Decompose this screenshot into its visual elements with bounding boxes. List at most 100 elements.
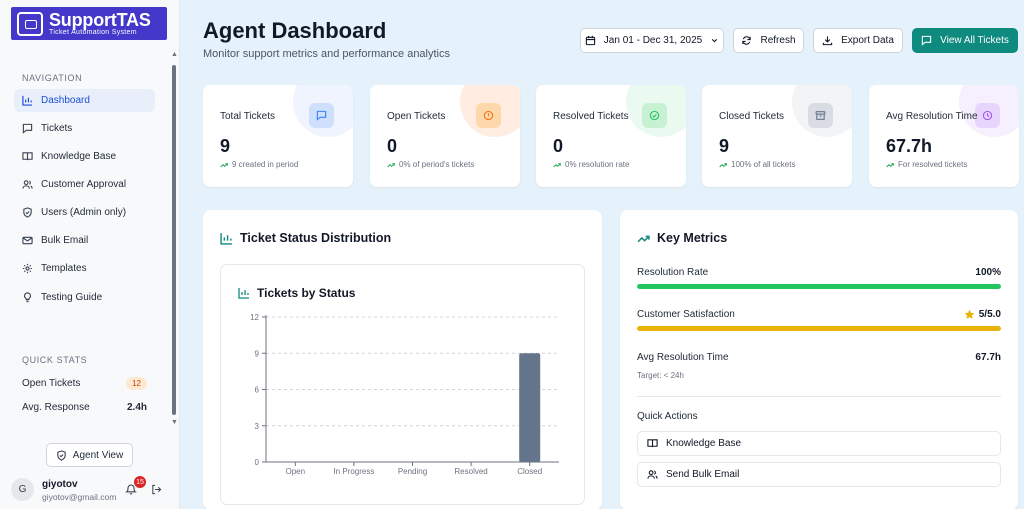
trending-up-icon xyxy=(886,162,894,167)
page-title: Agent Dashboard xyxy=(203,18,387,43)
star-icon xyxy=(964,309,975,319)
satisfaction-bar xyxy=(637,326,1001,331)
sidebar-item-label: Customer Approval xyxy=(41,179,127,190)
scroll-thumb[interactable] xyxy=(172,65,176,415)
resolution-rate-fill xyxy=(637,284,1001,289)
stat-value: 0 xyxy=(387,136,398,156)
bar-chart-icon xyxy=(238,288,249,299)
sidebar-item-label: Testing Guide xyxy=(41,292,103,303)
export-data-button[interactable]: Export Data xyxy=(813,28,903,53)
sidebar-item-dashboard[interactable]: Dashboard xyxy=(14,89,155,112)
ticket-status-panel: Ticket Status Distribution Tickets by St… xyxy=(203,210,602,509)
card-icon-box xyxy=(476,103,501,128)
quick-stat-label: Open Tickets xyxy=(22,378,81,389)
bar-closed xyxy=(519,353,541,462)
y-tick-label: 0 xyxy=(255,458,260,467)
stat-subtext-label: 0% of period's tickets xyxy=(399,160,475,169)
date-range-picker[interactable]: Jan 01 - Dec 31, 2025 xyxy=(580,28,724,53)
sidebar-item-customer-approval[interactable]: Customer Approval xyxy=(14,173,155,196)
lightbulb-icon xyxy=(24,292,31,303)
quick-action-knowledge-base[interactable]: Knowledge Base xyxy=(637,431,1001,456)
shield-icon xyxy=(23,207,32,218)
stat-label: Total Tickets xyxy=(220,111,276,122)
sidebar-item-tickets[interactable]: Tickets xyxy=(14,117,155,140)
satisfaction-fill xyxy=(637,326,1001,331)
gear-icon xyxy=(22,263,33,274)
scroll-up-icon[interactable]: ▲ xyxy=(171,51,178,58)
resolution-rate-label: Resolution Rate xyxy=(637,267,709,278)
chart-title: Tickets by Status xyxy=(238,286,355,300)
stat-card-total-tickets[interactable]: Total Tickets 9 9 created in period xyxy=(203,85,353,187)
sidebar-scrollbar[interactable]: ▲ ▼ xyxy=(171,51,178,430)
stat-card-open-tickets[interactable]: Open Tickets 0 0% of period's tickets xyxy=(370,85,520,187)
x-tick-label: Closed xyxy=(517,467,542,476)
stat-label: Avg Resolution Time xyxy=(886,111,978,122)
stat-card-closed-tickets[interactable]: Closed Tickets 9 100% of all tickets xyxy=(702,85,852,187)
sidebar-item-users[interactable]: Users (Admin only) xyxy=(14,201,155,224)
logout-icon[interactable] xyxy=(151,484,162,495)
stat-subtext: 9 created in period xyxy=(220,160,298,169)
stat-subtext: 100% of all tickets xyxy=(719,160,795,169)
sidebar-item-testing-guide[interactable]: Testing Guide xyxy=(14,286,155,309)
stat-label: Closed Tickets xyxy=(719,111,785,122)
card-icon-box xyxy=(975,103,1000,128)
sidebar-item-templates[interactable]: Templates xyxy=(14,257,155,280)
quick-action-label: Knowledge Base xyxy=(666,438,742,449)
scroll-down-icon[interactable]: ▼ xyxy=(171,419,178,426)
panel-title: Key Metrics xyxy=(637,231,727,245)
stat-subtext-label: For resolved tickets xyxy=(898,160,968,169)
stat-subtext-label: 100% of all tickets xyxy=(731,160,796,169)
refresh-icon xyxy=(742,36,752,45)
sidebar-item-label: Templates xyxy=(41,263,87,274)
trending-up-icon xyxy=(387,162,395,167)
sidebar-item-bulk-email[interactable]: Bulk Email xyxy=(14,229,155,252)
bell-icon[interactable] xyxy=(125,483,137,495)
avatar[interactable]: G xyxy=(11,478,34,501)
stat-label: Resolved Tickets xyxy=(553,111,629,122)
view-all-label: View All Tickets xyxy=(940,35,1009,46)
quick-stat-avg-response: Avg. Response 2.4h xyxy=(22,402,147,413)
bar-chart-icon xyxy=(22,95,33,106)
agent-view-button[interactable]: Agent View xyxy=(46,443,133,467)
divider xyxy=(637,396,1001,397)
quick-action-send-bulk-email[interactable]: Send Bulk Email xyxy=(637,462,1001,487)
card-icon-box xyxy=(642,103,667,128)
date-range-value: Jan 01 - Dec 31, 2025 xyxy=(603,35,703,46)
clock-icon xyxy=(982,110,993,121)
agent-view-label: Agent View xyxy=(72,449,124,461)
bar-chart-icon xyxy=(220,232,232,245)
stat-value: 9 xyxy=(719,136,730,156)
sidebar-item-label: Knowledge Base xyxy=(41,151,117,162)
user-email: giyotov@gmail.com xyxy=(42,492,117,502)
stat-subtext: For resolved tickets xyxy=(886,160,967,169)
y-tick-label: 3 xyxy=(255,422,260,431)
avg-resolution-label: Avg Resolution Time xyxy=(637,352,729,363)
satisfaction-value-label: 5/5.0 xyxy=(978,309,1001,320)
logo-icon xyxy=(17,11,43,36)
shield-icon xyxy=(57,449,66,461)
x-tick-label: Open xyxy=(286,467,306,476)
stat-value: 9 xyxy=(220,136,231,156)
page-subtitle: Monitor support metrics and performance … xyxy=(203,48,450,60)
sidebar-item-label: Users (Admin only) xyxy=(41,207,127,218)
quick-actions-heading: Quick Actions xyxy=(637,411,698,422)
stat-card-avg-resolution-time[interactable]: Avg Resolution Time 67.7h For resolved t… xyxy=(869,85,1019,187)
trending-up-icon xyxy=(220,162,228,167)
resolution-rate-value: 100% xyxy=(975,267,1001,278)
quick-stat-open-tickets: Open Tickets 12 xyxy=(22,377,147,390)
brand-logo[interactable]: SupportTAS Ticket Automation System xyxy=(11,7,167,40)
avg-resolution-target: Target: < 24h xyxy=(637,371,684,380)
stat-value: 0 xyxy=(553,136,564,156)
avg-resolution-value: 67.7h xyxy=(975,352,1001,363)
sidebar: SupportTAS Ticket Automation System NAVI… xyxy=(0,0,180,509)
notification-badge: 15 xyxy=(134,476,146,488)
view-all-tickets-button[interactable]: View All Tickets xyxy=(912,28,1018,53)
archive-icon xyxy=(815,111,826,120)
refresh-button[interactable]: Refresh xyxy=(733,28,804,53)
stat-label: Open Tickets xyxy=(387,111,446,122)
book-open-icon xyxy=(22,152,33,161)
sidebar-item-knowledge-base[interactable]: Knowledge Base xyxy=(14,145,155,168)
brand-tagline: Ticket Automation System xyxy=(49,28,137,36)
quick-action-label: Send Bulk Email xyxy=(666,469,740,480)
stat-card-resolved-tickets[interactable]: Resolved Tickets 0 0% resolution rate xyxy=(536,85,686,187)
